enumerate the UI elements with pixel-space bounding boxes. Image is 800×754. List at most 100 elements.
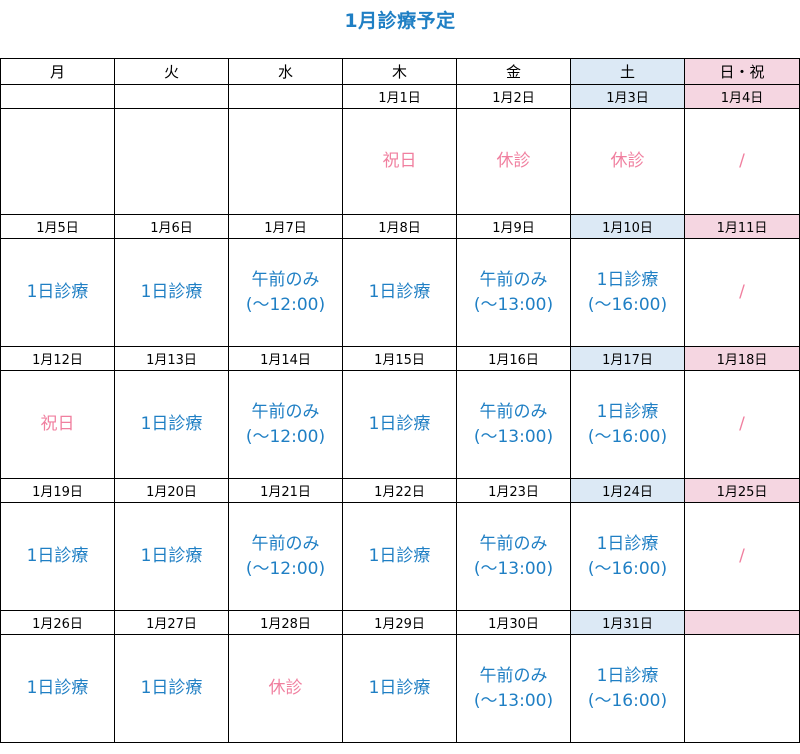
weekday-header: 水	[228, 58, 343, 85]
schedule-status: 休診	[496, 151, 531, 171]
schedule-status: 1日診療 (～16:00)	[587, 533, 668, 579]
schedule-cell: 1日診療	[114, 502, 229, 611]
date-cell: 1月4日	[684, 84, 800, 109]
schedule-status: 午前のみ (～12:00)	[245, 401, 326, 447]
schedule-cell: 祝日	[0, 370, 115, 479]
schedule-cell: 1日診療	[114, 370, 229, 479]
date-cell: 1月6日	[114, 214, 229, 239]
weekday-header: 月	[0, 58, 115, 85]
weekday-header: 金	[456, 58, 571, 85]
schedule-cell: 1日診療	[342, 370, 457, 479]
schedule-status: 午前のみ (～13:00)	[473, 401, 554, 447]
schedule-status: 午前のみ (～13:00)	[473, 533, 554, 579]
date-cell: 1月22日	[342, 478, 457, 503]
schedule-status: 1日診療 (～16:00)	[587, 401, 668, 447]
schedule-cell: 1日診療	[0, 502, 115, 611]
schedule-status: 1日診療	[368, 282, 431, 302]
schedule-cell: 休診	[570, 108, 685, 215]
date-row: 1月26日 1月27日 1月28日 1月29日 1月30日 1月31日	[0, 610, 800, 635]
date-cell: 1月1日	[342, 84, 457, 109]
schedule-row: 1日診療 1日診療 午前のみ (～12:00) 1日診療 午前のみ (～13:00) 1日診療…	[0, 238, 800, 347]
schedule-cell: /	[684, 108, 800, 215]
date-cell	[114, 84, 229, 109]
schedule-cell: 1日診療 (～16:00)	[570, 502, 685, 611]
schedule-status: 1日診療	[26, 282, 89, 302]
date-cell: 1月2日	[456, 84, 571, 109]
schedule-status: 1日診療	[140, 282, 203, 302]
date-cell: 1月5日	[0, 214, 115, 239]
date-cell: 1月12日	[0, 346, 115, 371]
date-cell: 1月23日	[456, 478, 571, 503]
schedule-status: /	[739, 282, 745, 302]
date-cell: 1月7日	[228, 214, 343, 239]
schedule-cell: 1日診療	[342, 238, 457, 347]
date-cell: 1月28日	[228, 610, 343, 635]
schedule-status: 1日診療	[140, 414, 203, 434]
date-cell: 1月9日	[456, 214, 571, 239]
date-cell	[228, 84, 343, 109]
schedule-row: 1日診療 1日診療 休診 1日診療 午前のみ (～13:00) 1日診療 (～16:00)	[0, 634, 800, 743]
schedule-cell: 1日診療 (～16:00)	[570, 634, 685, 743]
date-cell: 1月26日	[0, 610, 115, 635]
date-cell: 1月21日	[228, 478, 343, 503]
weekday-header-sunday-holiday: 日・祝	[684, 58, 800, 85]
schedule-status: 午前のみ (～13:00)	[473, 665, 554, 711]
date-row: 1月5日 1月6日 1月7日 1月8日 1月9日 1月10日 1月11日	[0, 214, 800, 239]
schedule-cell: 午前のみ (～12:00)	[228, 370, 343, 479]
schedule-cell: 1日診療 (～16:00)	[570, 238, 685, 347]
date-cell: 1月14日	[228, 346, 343, 371]
schedule-cell	[114, 108, 229, 215]
schedule-status: 午前のみ (～13:00)	[473, 269, 554, 315]
schedule-status: 1日診療	[368, 546, 431, 566]
schedule-calendar: 月 火 水 木 金 土 日・祝 1月1日 1月2日 1月3日 1月4日 祝日 休診 休診/1…	[0, 58, 800, 743]
weekday-header: 火	[114, 58, 229, 85]
schedule-cell: 1日診療	[0, 634, 115, 743]
date-cell: 1月18日	[684, 346, 800, 371]
schedule-status: /	[739, 151, 745, 171]
date-row: 1月12日 1月13日 1月14日 1月15日 1月16日 1月17日 1月18日	[0, 346, 800, 371]
schedule-cell: 1日診療	[342, 502, 457, 611]
schedule-cell: 1日診療	[342, 634, 457, 743]
schedule-cell: 午前のみ (～13:00)	[456, 370, 571, 479]
schedule-status: 1日診療	[26, 678, 89, 698]
schedule-cell: 休診	[228, 634, 343, 743]
date-cell: 1月11日	[684, 214, 800, 239]
date-cell	[0, 84, 115, 109]
schedule-cell	[684, 634, 800, 743]
schedule-status: 1日診療 (～16:00)	[587, 269, 668, 315]
schedule-status: 1日診療	[140, 546, 203, 566]
schedule-row: 1日診療 1日診療 午前のみ (～12:00) 1日診療 午前のみ (～13:00) 1日診療…	[0, 502, 800, 611]
schedule-cell: /	[684, 370, 800, 479]
schedule-cell	[0, 108, 115, 215]
schedule-cell: 午前のみ (～12:00)	[228, 238, 343, 347]
schedule-status: 1日診療	[26, 546, 89, 566]
schedule-status: 休診	[610, 151, 645, 171]
weekday-header-row: 月 火 水 木 金 土 日・祝	[0, 58, 800, 85]
schedule-status: 祝日	[382, 151, 417, 171]
schedule-status: /	[739, 414, 745, 434]
schedule-cell	[228, 108, 343, 215]
date-cell: 1月19日	[0, 478, 115, 503]
date-cell: 1月24日	[570, 478, 685, 503]
date-cell: 1月25日	[684, 478, 800, 503]
date-cell: 1月29日	[342, 610, 457, 635]
schedule-status: 1日診療	[368, 414, 431, 434]
schedule-status: 午前のみ (～12:00)	[245, 269, 326, 315]
date-cell: 1月17日	[570, 346, 685, 371]
schedule-cell: 午前のみ (～13:00)	[456, 634, 571, 743]
schedule-status: 1日診療 (～16:00)	[587, 665, 668, 711]
date-cell: 1月27日	[114, 610, 229, 635]
date-cell: 1月16日	[456, 346, 571, 371]
date-cell: 1月13日	[114, 346, 229, 371]
date-row: 1月1日 1月2日 1月3日 1月4日	[0, 84, 800, 109]
schedule-row: 祝日 1日診療 午前のみ (～12:00) 1日診療 午前のみ (～13:00) 1日診療 (～…	[0, 370, 800, 479]
schedule-cell: 1日診療	[0, 238, 115, 347]
schedule-cell: 祝日	[342, 108, 457, 215]
schedule-cell: 1日診療	[114, 634, 229, 743]
schedule-cell: 午前のみ (～13:00)	[456, 238, 571, 347]
schedule-cell: 1日診療 (～16:00)	[570, 370, 685, 479]
schedule-status: 祝日	[40, 414, 75, 434]
schedule-status: /	[739, 546, 745, 566]
schedule-row: 祝日 休診 休診 /	[0, 108, 800, 215]
schedule-cell: /	[684, 502, 800, 611]
